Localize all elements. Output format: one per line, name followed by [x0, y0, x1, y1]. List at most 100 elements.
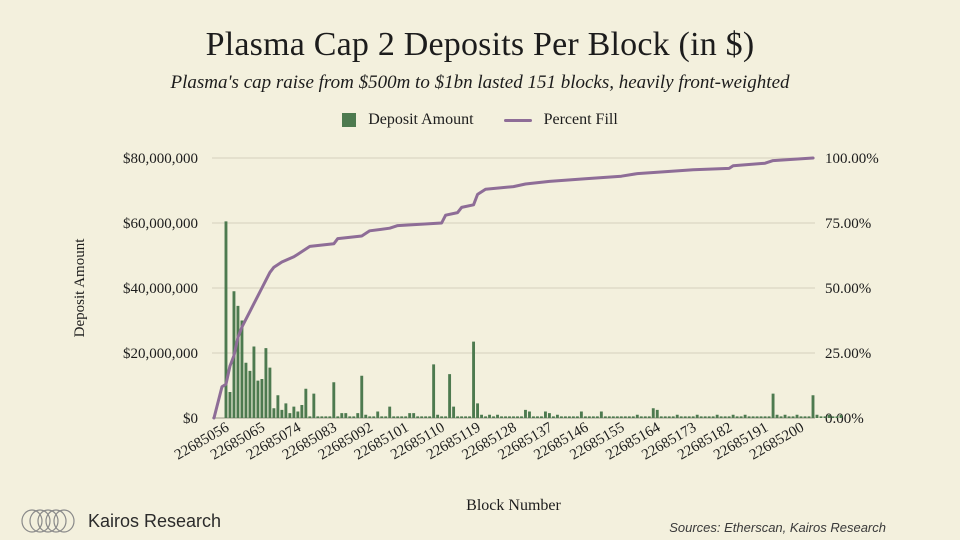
legend-bar-swatch [342, 113, 357, 127]
y2-tick-label: 75.00% [825, 216, 871, 232]
deposit-bar [460, 416, 464, 418]
deposit-bar [400, 416, 404, 418]
deposit-bar [811, 395, 815, 418]
deposit-bar [528, 411, 531, 418]
deposit-bar [751, 416, 755, 418]
deposit-bar [635, 414, 639, 418]
deposit-bar [727, 416, 731, 418]
deposit-bar [599, 411, 603, 418]
deposit-bar [240, 320, 244, 418]
deposit-bar [448, 374, 452, 418]
chart-legend: Deposit Amount Percent Fill [0, 111, 960, 129]
deposit-bar [571, 416, 575, 418]
y-axis-label: Deposit Amount [72, 238, 88, 338]
legend-item-deposit-amount[interactable]: Deposit Amount [342, 111, 474, 129]
deposit-bar [308, 416, 312, 418]
deposit-bar [591, 416, 595, 418]
deposit-bar [444, 416, 448, 418]
deposit-bar [803, 416, 807, 418]
deposit-bar [607, 416, 611, 418]
deposit-bar [372, 416, 376, 418]
deposit-bar [280, 409, 284, 418]
deposit-bar [559, 416, 563, 418]
legend-label-percent-fill: Percent Fill [543, 111, 618, 128]
deposit-bar [643, 416, 647, 418]
legend-item-percent-fill[interactable]: Percent Fill [503, 111, 618, 129]
deposit-bar [707, 416, 711, 418]
deposit-bar [288, 413, 292, 418]
deposit-bar [376, 411, 380, 418]
deposit-bar [659, 416, 663, 418]
deposit-bar [595, 416, 599, 418]
deposit-bar [500, 416, 503, 418]
deposit-bar [292, 406, 296, 418]
deposit-bar [520, 416, 523, 418]
deposit-bar [248, 370, 252, 418]
deposit-bar [771, 393, 775, 418]
deposit-bar [416, 416, 420, 418]
deposit-bar [396, 416, 400, 418]
deposit-bar [583, 416, 587, 418]
deposit-bar [823, 416, 827, 418]
deposit-bar [408, 413, 412, 418]
deposit-bar [464, 416, 468, 418]
brand-name: Kairos Research [88, 510, 222, 531]
deposit-bar [675, 414, 679, 418]
deposit-bar [548, 413, 551, 418]
deposit-bar [615, 416, 619, 418]
y-tick-label: $40,000,000 [123, 281, 198, 297]
deposit-bar [663, 416, 667, 418]
deposit-bar [492, 416, 495, 418]
deposit-bar [759, 416, 763, 418]
deposit-bar [639, 416, 643, 418]
deposit-bar [472, 341, 476, 418]
deposit-bar [380, 416, 384, 418]
deposit-bar [695, 414, 699, 418]
deposit-bar [404, 416, 408, 418]
deposit-bar [272, 408, 276, 418]
deposit-bar [456, 416, 460, 418]
deposit-bar [328, 416, 332, 418]
x-axis-label: Block Number [466, 497, 561, 514]
deposit-bar [619, 416, 623, 418]
deposit-bar [424, 416, 428, 418]
deposit-bar [420, 416, 424, 418]
deposit-bar [587, 416, 591, 418]
deposit-bar [651, 408, 655, 418]
deposit-bar [835, 416, 839, 418]
deposit-bar [779, 416, 783, 418]
deposit-bar [719, 416, 723, 418]
deposit-bar [324, 416, 328, 418]
deposit-bar [679, 416, 683, 418]
deposit-bar [484, 416, 487, 418]
deposit-bar [671, 416, 675, 418]
deposit-bar [532, 416, 535, 418]
deposit-bar [252, 346, 256, 418]
deposit-bar [508, 416, 511, 418]
deposit-bar [775, 414, 779, 418]
deposit-bar [236, 305, 240, 418]
deposit-bar [723, 416, 727, 418]
deposit-bar [296, 411, 300, 418]
deposit-bar [795, 414, 799, 418]
deposit-bar [264, 348, 268, 418]
deposit-bar [567, 416, 571, 418]
deposit-bar [819, 416, 823, 418]
deposit-bar [348, 416, 352, 418]
deposit-bar [783, 414, 787, 418]
deposit-bar [747, 416, 751, 418]
deposit-bar [731, 414, 735, 418]
brand-logo: Kairos Research [18, 508, 221, 534]
deposit-bar [300, 405, 304, 418]
deposit-bar [827, 414, 831, 418]
deposit-bar [244, 362, 248, 418]
deposit-bar [356, 413, 360, 418]
deposit-bar [691, 416, 695, 418]
deposit-bar [711, 416, 715, 418]
deposit-bar [540, 416, 543, 418]
deposit-bar [276, 395, 280, 418]
deposit-bar [504, 416, 507, 418]
deposit-bar [555, 414, 559, 418]
deposit-bar [516, 416, 519, 418]
